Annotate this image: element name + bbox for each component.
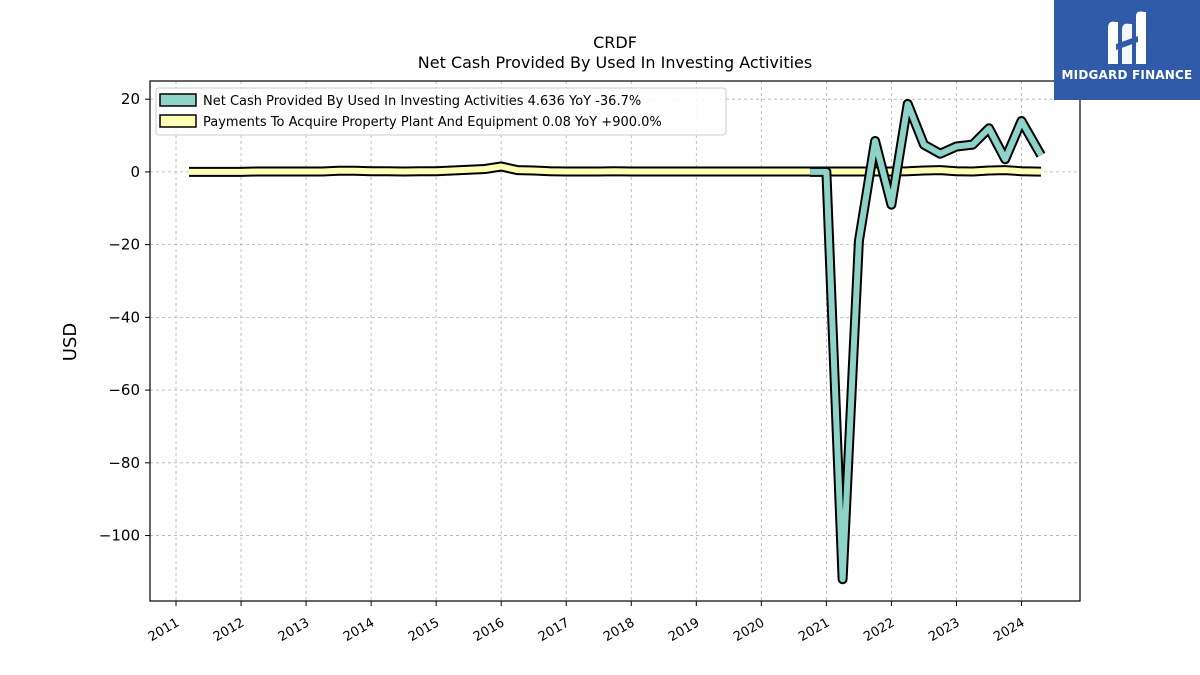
chart-title: CRDF bbox=[593, 33, 637, 52]
x-tick-label: 2018 bbox=[601, 615, 637, 645]
x-tick-label: 2016 bbox=[471, 615, 507, 645]
x-tick-label: 2022 bbox=[861, 615, 897, 645]
legend-label-ppe: Payments To Acquire Property Plant And E… bbox=[203, 115, 662, 130]
y-ticks: 20 0 −20 −40 −60 −80 −100 bbox=[99, 90, 150, 545]
legend-swatch-net-cash bbox=[159, 93, 197, 107]
y-tick-label: −20 bbox=[108, 236, 140, 254]
chart-subtitle: Net Cash Provided By Used In Investing A… bbox=[418, 53, 812, 72]
y-tick-label: −100 bbox=[99, 527, 140, 545]
legend: Net Cash Provided By Used In Investing A… bbox=[155, 87, 727, 136]
y-tick-label: −80 bbox=[108, 454, 140, 472]
x-ticks: 2011 2012 2013 2014 2015 2016 2017 2018 2019 2020… bbox=[146, 601, 1027, 645]
grid bbox=[150, 81, 1080, 601]
legend-label-net-cash: Net Cash Provided By Used In Investing A… bbox=[203, 94, 641, 109]
plot-frame bbox=[149, 80, 1081, 602]
x-tick-label: 2013 bbox=[276, 615, 312, 645]
x-tick-label: 2014 bbox=[341, 615, 377, 645]
legend-swatch-ppe bbox=[159, 114, 197, 128]
x-tick-label: 2015 bbox=[406, 615, 442, 645]
x-tick-label: 2020 bbox=[731, 615, 767, 645]
y-tick-label: −40 bbox=[108, 308, 140, 326]
y-tick-label: 0 bbox=[130, 163, 140, 181]
series-layer bbox=[189, 98, 1046, 585]
midgard-finance-logo: MIDGARD FINANCE bbox=[1054, 0, 1200, 100]
y-tick-label: −60 bbox=[108, 381, 140, 399]
y-tick-label: 20 bbox=[121, 90, 140, 108]
x-tick-label: 2024 bbox=[991, 615, 1027, 645]
midgard-logo-icon bbox=[1108, 11, 1146, 65]
x-tick-label: 2021 bbox=[796, 615, 832, 645]
logo-text: MIDGARD FINANCE bbox=[1061, 68, 1193, 82]
legend-box bbox=[155, 87, 727, 136]
x-tick-label: 2023 bbox=[926, 615, 962, 645]
x-tick-label: 2011 bbox=[146, 615, 182, 645]
y-axis-label: USD bbox=[60, 323, 81, 361]
x-tick-label: 2019 bbox=[666, 615, 702, 645]
x-tick-label: 2012 bbox=[211, 615, 247, 645]
x-tick-label: 2017 bbox=[536, 615, 572, 645]
series-line-net-cash bbox=[810, 100, 1044, 583]
